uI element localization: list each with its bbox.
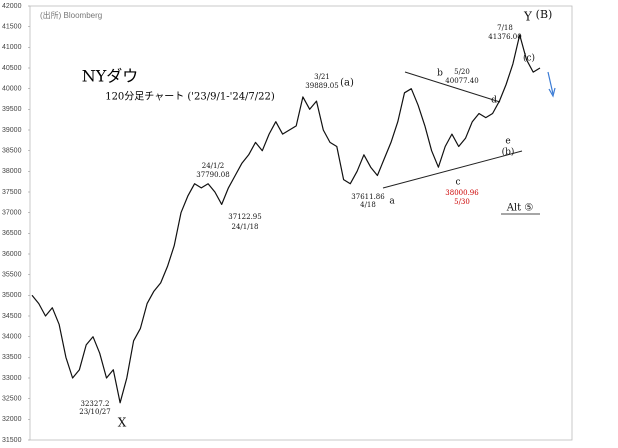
plot-frame xyxy=(29,5,573,441)
y-tick-label: 38500 xyxy=(2,148,22,155)
y-tick-label: 32500 xyxy=(2,396,22,403)
annotation: 24/1/18 xyxy=(232,223,259,231)
annotation: 37122.95 xyxy=(228,213,261,221)
annotation: 5/20 xyxy=(454,68,470,76)
y-tick-label: 31500 xyxy=(2,437,22,444)
y-tick-label: 33000 xyxy=(2,375,22,382)
y-tick-label: 36000 xyxy=(2,251,22,258)
annotation: 41376.00 xyxy=(488,33,521,41)
annotation: Alt ⑤ xyxy=(506,203,534,214)
y-tick-label: 34000 xyxy=(2,334,22,341)
annotation: 7/18 xyxy=(497,24,513,32)
y-tick-label: 39000 xyxy=(2,127,22,134)
annotation: b xyxy=(437,69,443,79)
trend-line xyxy=(382,150,523,189)
annotation: a xyxy=(389,197,395,207)
annotation: (c) xyxy=(523,53,535,64)
price-line xyxy=(31,34,541,404)
y-tick-label: 35000 xyxy=(2,292,22,299)
chart-title: NYダウ xyxy=(82,67,139,86)
annotation: 38000.96 xyxy=(445,189,479,197)
annotation: 39889.05 xyxy=(305,82,338,90)
y-tick-label: 36500 xyxy=(2,230,22,237)
annotation: (B) xyxy=(536,8,553,21)
y-tick-label: 41500 xyxy=(2,24,22,31)
y-tick-label: 40000 xyxy=(2,86,22,93)
y-tick-label: 38000 xyxy=(2,168,22,175)
arrow-head xyxy=(548,87,556,98)
annotation: (a) xyxy=(340,78,354,89)
annotation: Y xyxy=(523,10,533,24)
annotation: 24/1/2 xyxy=(202,162,225,170)
y-tick-label: 39500 xyxy=(2,106,22,113)
annotation: 32327.2 xyxy=(81,400,110,408)
annotation: c xyxy=(455,178,460,188)
y-tick-label: 41000 xyxy=(2,44,22,51)
y-tick-label: 35500 xyxy=(2,272,22,279)
annotation: 5/30 xyxy=(454,198,470,206)
annotation: (b) xyxy=(502,147,515,158)
y-tick-label: 37500 xyxy=(2,189,22,196)
y-tick-label: 42000 xyxy=(2,3,22,10)
annotation: d xyxy=(491,96,497,106)
annotation: 3/21 xyxy=(314,73,330,81)
y-tick-label: 40500 xyxy=(2,65,22,72)
y-tick-label: 32000 xyxy=(2,416,22,423)
annotation: 37611.86 xyxy=(351,193,385,201)
annotation: 4/18 xyxy=(360,201,376,209)
subtitle: 120分足チャート ('23/9/1-'24/7/22) xyxy=(105,91,275,103)
y-tick-label: 37000 xyxy=(2,210,22,217)
source: (出所) Bloomberg xyxy=(40,10,102,20)
annotation: 40077.40 xyxy=(445,77,478,85)
annotation: 23/10/27 xyxy=(79,408,110,416)
annotation: X xyxy=(118,416,127,430)
trend-line xyxy=(404,71,501,103)
annotation: e xyxy=(505,137,510,147)
y-tick-label: 33500 xyxy=(2,354,22,361)
arrow xyxy=(547,71,554,95)
annotation: 37790.08 xyxy=(196,171,229,179)
y-tick-label: 34500 xyxy=(2,313,22,320)
